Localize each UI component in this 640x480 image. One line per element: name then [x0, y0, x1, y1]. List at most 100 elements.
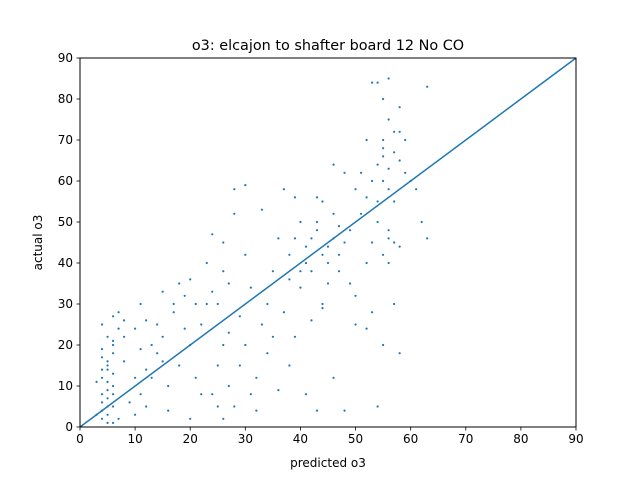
data-point	[382, 343, 385, 347]
data-point	[189, 278, 192, 281]
y-tick-label: 70	[58, 133, 73, 147]
x-tick-label: 90	[568, 432, 583, 446]
data-point	[310, 319, 313, 322]
data-point	[100, 376, 104, 379]
x-tick-label: 30	[238, 432, 253, 446]
data-point	[321, 307, 324, 310]
data-point	[376, 405, 379, 408]
data-point	[271, 335, 274, 338]
data-point	[370, 179, 374, 183]
data-point	[387, 237, 390, 240]
data-point	[189, 417, 192, 420]
data-point	[139, 302, 142, 306]
data-point	[111, 421, 115, 424]
data-point	[233, 405, 236, 408]
data-point	[145, 319, 148, 322]
y-axis-ticks: 0 10 20 30 40 50 60 70 80 90	[58, 51, 80, 434]
data-point	[387, 167, 390, 170]
x-tick-label: 40	[293, 432, 308, 446]
data-point	[205, 261, 208, 265]
x-tick-label: 50	[348, 432, 363, 446]
data-point	[426, 237, 429, 240]
data-point	[321, 200, 324, 203]
data-point	[348, 282, 352, 285]
data-point	[227, 384, 230, 388]
data-point	[332, 163, 335, 166]
data-point	[134, 413, 137, 416]
data-point	[172, 311, 175, 314]
data-point	[315, 196, 319, 199]
data-point	[404, 138, 407, 142]
data-point	[310, 237, 313, 240]
data-point	[106, 397, 109, 400]
data-point	[387, 188, 390, 191]
data-point	[398, 159, 401, 162]
data-point	[178, 364, 181, 367]
data-point	[382, 147, 385, 150]
data-point	[106, 335, 109, 338]
y-tick-label: 90	[58, 51, 73, 65]
data-point	[326, 261, 330, 265]
data-point	[255, 376, 258, 379]
data-point	[398, 245, 401, 248]
data-point	[299, 270, 302, 273]
data-point	[100, 348, 104, 351]
data-point	[111, 343, 115, 347]
data-point	[139, 393, 142, 396]
x-axis-ticks: 0 10 20 30 40 50 60 70 80 90	[76, 427, 584, 446]
data-point	[387, 77, 390, 80]
data-point	[293, 335, 297, 338]
data-point	[249, 393, 252, 396]
data-point	[183, 294, 186, 297]
plot-frame	[79, 57, 577, 428]
data-point	[415, 188, 418, 191]
data-points-group	[95, 77, 429, 424]
data-point	[332, 212, 335, 215]
data-point	[293, 237, 297, 240]
data-point	[111, 372, 115, 375]
y-tick-label: 0	[65, 420, 73, 434]
data-point	[337, 270, 341, 273]
data-point	[376, 220, 379, 224]
data-point	[200, 323, 203, 326]
data-point	[315, 220, 319, 224]
data-point	[194, 302, 197, 306]
data-point	[343, 241, 346, 244]
y-tick-label: 60	[58, 174, 73, 188]
data-point	[100, 323, 104, 326]
data-point	[100, 368, 104, 371]
data-point	[134, 376, 137, 379]
data-point	[282, 188, 286, 191]
data-point	[111, 315, 115, 318]
y-tick-label: 30	[58, 297, 73, 311]
data-point	[222, 241, 225, 244]
data-point	[200, 393, 203, 396]
data-point	[161, 360, 164, 363]
data-point	[393, 151, 396, 154]
x-tick-label: 80	[513, 432, 528, 446]
data-point	[178, 282, 181, 285]
data-point	[271, 270, 274, 273]
data-point	[100, 393, 104, 396]
data-point	[343, 409, 346, 412]
data-point	[365, 261, 368, 265]
data-point	[111, 384, 115, 388]
data-point	[134, 327, 137, 330]
data-point	[150, 376, 153, 379]
data-point	[145, 405, 148, 408]
data-point	[122, 360, 126, 363]
data-point	[211, 233, 214, 236]
data-point	[128, 401, 131, 404]
data-point	[111, 393, 115, 396]
data-point	[370, 241, 374, 244]
data-point	[420, 220, 423, 224]
data-point	[370, 311, 374, 314]
data-point	[255, 409, 258, 412]
data-point	[244, 343, 247, 347]
data-point	[205, 302, 208, 306]
data-point	[343, 171, 346, 174]
data-point	[288, 253, 291, 256]
x-tick-label: 20	[183, 432, 198, 446]
data-point	[393, 130, 396, 133]
